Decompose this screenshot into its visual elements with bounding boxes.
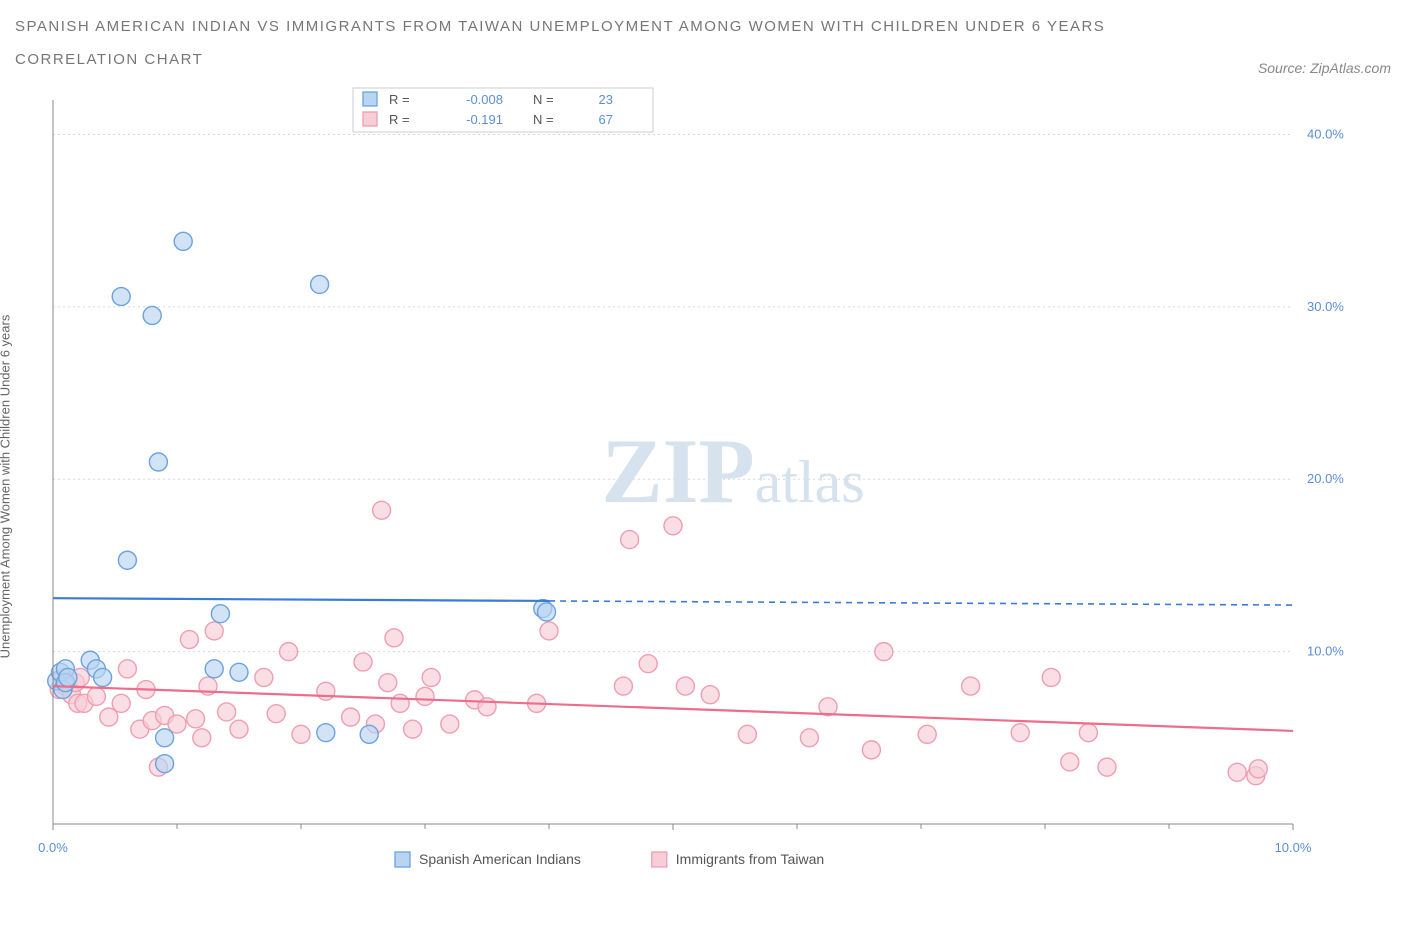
data-point <box>354 653 372 671</box>
legend-series-name: Immigrants from Taiwan <box>676 851 824 867</box>
legend-n-label: N = <box>533 112 554 127</box>
data-point <box>1098 758 1116 776</box>
data-point <box>422 668 440 686</box>
data-point <box>211 605 229 623</box>
legend-n-value: 23 <box>599 92 613 107</box>
data-point <box>180 631 198 649</box>
data-point <box>385 629 403 647</box>
data-point <box>540 622 558 640</box>
data-point <box>187 710 205 728</box>
data-point <box>230 663 248 681</box>
data-point <box>112 694 130 712</box>
data-point <box>311 275 329 293</box>
data-point <box>701 686 719 704</box>
data-point <box>416 687 434 705</box>
data-point <box>441 715 459 733</box>
legend-series-name: Spanish American Indians <box>419 851 581 867</box>
data-point <box>193 729 211 747</box>
legend-n-label: N = <box>533 92 554 107</box>
data-point <box>292 725 310 743</box>
data-point <box>373 501 391 519</box>
data-point <box>639 655 657 673</box>
data-point <box>59 668 77 686</box>
data-point <box>317 724 335 742</box>
data-point <box>317 682 335 700</box>
x-tick-label: 0.0% <box>38 840 68 855</box>
data-point <box>143 306 161 324</box>
data-point <box>379 674 397 692</box>
data-point <box>1228 763 1246 781</box>
y-axis-label: Unemployment Among Women with Children U… <box>0 315 13 659</box>
legend-r-value: -0.191 <box>466 112 503 127</box>
data-point <box>621 531 639 549</box>
y-tick-label: 40.0% <box>1307 126 1344 141</box>
data-point <box>342 708 360 726</box>
data-point <box>1061 753 1079 771</box>
data-point <box>1249 760 1267 778</box>
data-point <box>118 551 136 569</box>
data-point <box>862 741 880 759</box>
data-point <box>112 288 130 306</box>
data-point <box>918 725 936 743</box>
correlation-scatter-chart: 10.0% 20.0% 30.0% 40.0% ZIPatlas 0.0% 10.0% R =… <box>15 84 1355 874</box>
watermark: ZIPatlas <box>601 420 864 522</box>
data-point <box>267 705 285 723</box>
data-point <box>205 660 223 678</box>
data-point <box>280 643 298 661</box>
data-point <box>174 232 192 250</box>
chart-title-line2: CORRELATION CHART <box>15 43 1105 76</box>
data-point <box>1079 724 1097 742</box>
data-point <box>118 660 136 678</box>
legend-r-label: R = <box>389 92 410 107</box>
legend-swatch <box>363 92 377 106</box>
trend-line-extrapolated <box>549 601 1293 605</box>
data-point <box>404 720 422 738</box>
data-point <box>664 517 682 535</box>
data-point <box>94 668 112 686</box>
data-point <box>738 725 756 743</box>
data-point <box>156 729 174 747</box>
data-point <box>149 453 167 471</box>
y-tick-label: 20.0% <box>1307 471 1344 486</box>
data-point <box>255 668 273 686</box>
data-point <box>230 720 248 738</box>
y-tick-label: 10.0% <box>1307 644 1344 659</box>
data-point <box>87 687 105 705</box>
legend-r-value: -0.008 <box>466 92 503 107</box>
x-tick-label: 10.0% <box>1275 840 1312 855</box>
data-point <box>1042 668 1060 686</box>
data-point <box>218 703 236 721</box>
data-point <box>360 725 378 743</box>
data-point <box>676 677 694 695</box>
legend-r-label: R = <box>389 112 410 127</box>
legend-swatch <box>395 852 410 867</box>
data-point <box>1011 724 1029 742</box>
data-point <box>800 729 818 747</box>
data-point <box>205 622 223 640</box>
trend-line <box>53 598 549 601</box>
data-point <box>962 677 980 695</box>
y-tick-label: 30.0% <box>1307 299 1344 314</box>
legend-swatch <box>363 112 377 126</box>
source-attribution: Source: ZipAtlas.com <box>1258 60 1391 76</box>
data-point <box>875 643 893 661</box>
data-point <box>391 694 409 712</box>
data-point <box>538 603 556 621</box>
data-point <box>156 755 174 773</box>
legend-swatch <box>652 852 667 867</box>
legend-n-value: 67 <box>599 112 613 127</box>
data-point <box>614 677 632 695</box>
chart-title-line1: SPANISH AMERICAN INDIAN VS IMMIGRANTS FR… <box>15 10 1105 43</box>
